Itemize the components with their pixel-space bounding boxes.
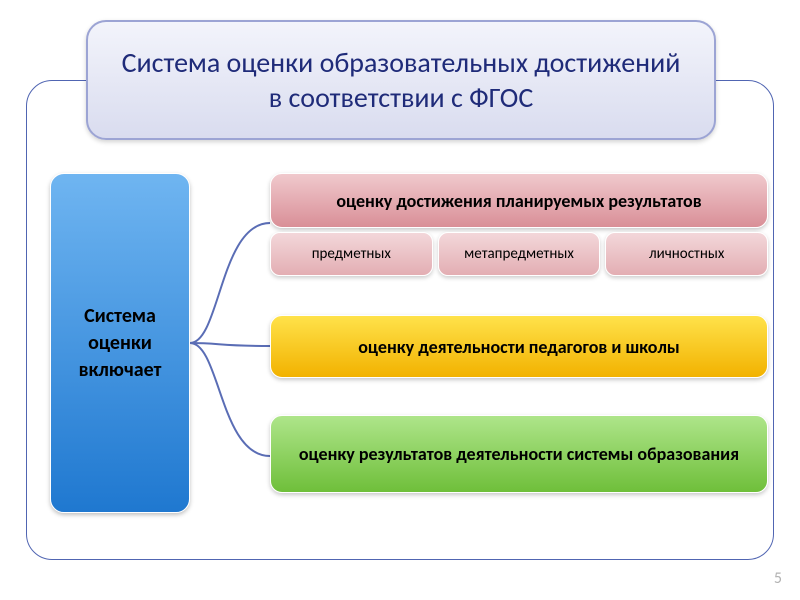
- branch-c-box: оценку результатов деятельности системы …: [270, 415, 768, 493]
- branch-a-subs: предметных метапредметных личностных: [270, 232, 768, 276]
- left-category-label: Система оценки включает: [59, 303, 181, 384]
- slide: Система оценки образовательных достижени…: [0, 0, 800, 600]
- branch-a-sub-0: предметных: [270, 232, 433, 276]
- title-text: Система оценки образовательных достижени…: [118, 45, 684, 115]
- branch-a-label: оценку достижения планируемых результато…: [336, 190, 701, 212]
- title-box: Система оценки образовательных достижени…: [86, 20, 716, 140]
- branch-c-label: оценку результатов деятельности системы …: [299, 443, 739, 465]
- branch-b-label: оценку деятельности педагогов и школы: [358, 336, 679, 358]
- branch-a-sub-1: метапредметных: [438, 232, 601, 276]
- branch-a-box: оценку достижения планируемых результато…: [270, 173, 768, 228]
- left-category-box: Система оценки включает: [50, 173, 190, 513]
- branch-b-box: оценку деятельности педагогов и школы: [270, 315, 768, 378]
- branch-a-sub-2: личностных: [605, 232, 768, 276]
- page-number: 5: [774, 569, 782, 588]
